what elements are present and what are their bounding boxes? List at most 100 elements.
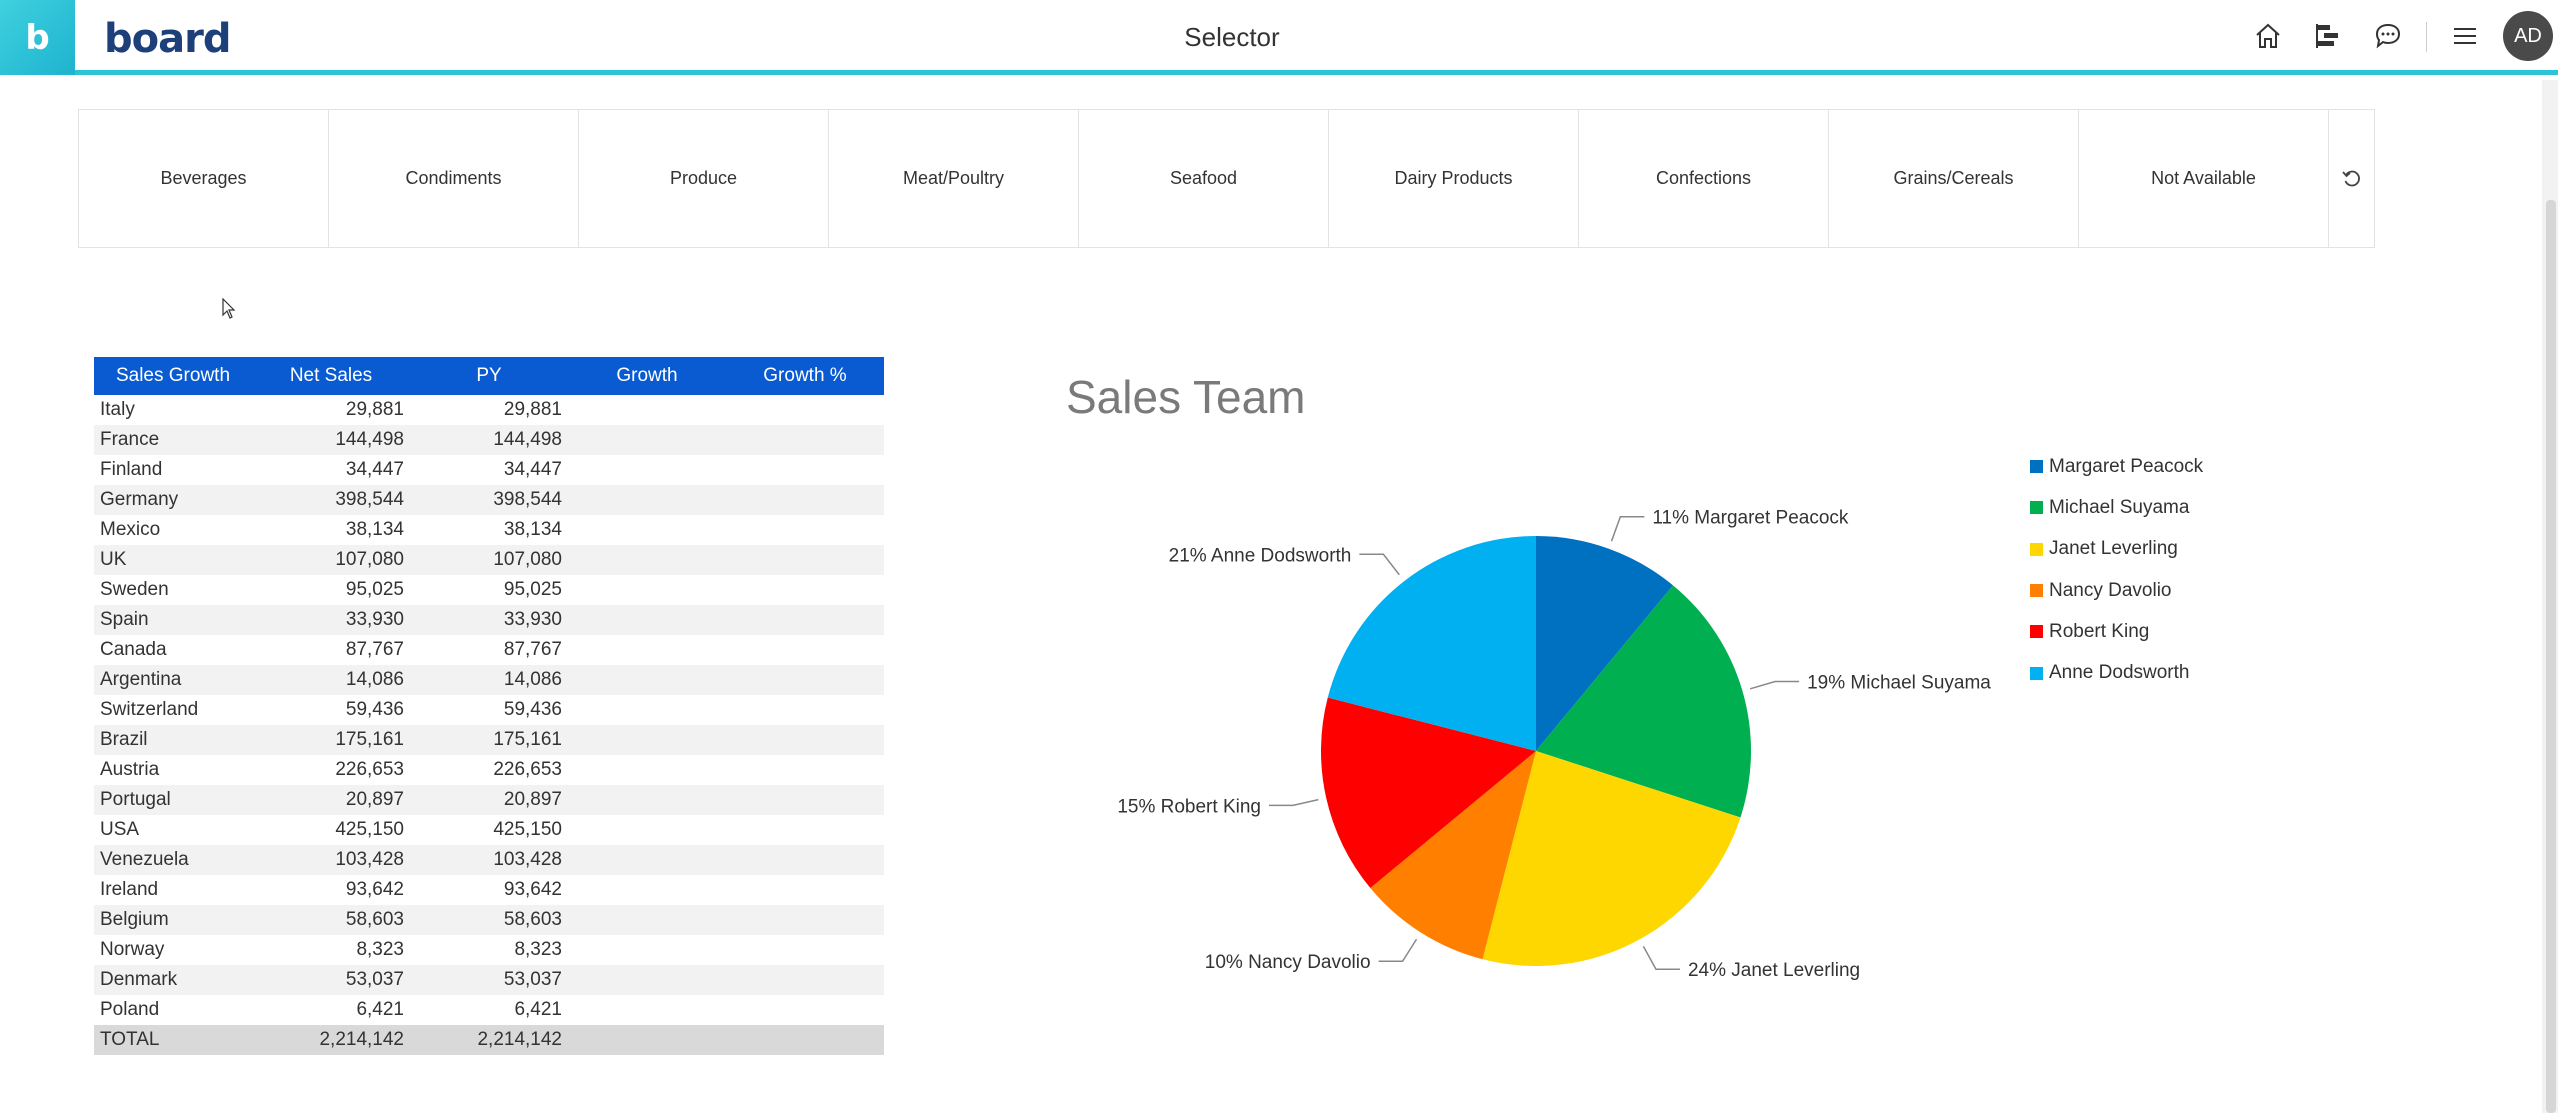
pie-data-label: 19% Michael Suyama	[1807, 673, 1991, 694]
cell-country: Italy	[100, 399, 135, 420]
board-logo: board	[104, 16, 231, 62]
legend-item[interactable]: Janet Leverling	[2030, 529, 2203, 570]
pie-slice-michael-suyama[interactable]	[1536, 585, 1751, 818]
legend-item[interactable]: Nancy Davolio	[2030, 570, 2203, 611]
legend-item[interactable]: Michael Suyama	[2030, 487, 2203, 528]
cell-country: Venezuela	[94, 845, 252, 875]
layout-icon[interactable]	[2311, 19, 2345, 53]
reset-icon	[2341, 170, 2360, 186]
table-row[interactable]: Poland 6,421 6,421	[94, 995, 884, 1025]
legend-swatch	[2030, 584, 2043, 598]
selector-item-grains-cereals[interactable]: Grains/Cereals	[1829, 110, 2079, 247]
table-row[interactable]: Italy 29,881 29,881	[94, 395, 884, 425]
table-row[interactable]: UK 107,080 107,080	[94, 545, 884, 575]
cell-country: France	[94, 425, 252, 455]
chat-icon[interactable]	[2371, 19, 2405, 53]
legend-label: Anne Dodsworth	[2049, 662, 2190, 684]
scrollbar-thumb[interactable]	[2546, 200, 2556, 1113]
table-row[interactable]: Ireland 93,642 93,642	[94, 875, 884, 905]
cell-country: Argentina	[94, 665, 252, 695]
table-row[interactable]: Argentina 14,086 14,086	[94, 665, 884, 695]
selector-item-seafood[interactable]: Seafood	[1079, 110, 1329, 247]
cell-net-sales: 33,930	[252, 605, 410, 635]
column-header-growth[interactable]: Growth	[568, 357, 726, 395]
cell-py: 107,080	[410, 545, 568, 575]
cell-py: 59,436	[503, 699, 562, 720]
table-row[interactable]: Finland 34,447 34,447	[94, 455, 884, 485]
table-row[interactable]: Spain 33,930 33,930	[94, 605, 884, 635]
pie-slice-margaret-peacock[interactable]	[1536, 536, 1674, 751]
column-header-growth-pct[interactable]: Growth %	[726, 357, 884, 395]
selector-item-condiments[interactable]: Condiments	[329, 110, 579, 247]
selector-item-meat-poultry[interactable]: Meat/Poultry	[829, 110, 1079, 247]
cell-growth	[568, 665, 726, 695]
legend-item[interactable]: Anne Dodsworth	[2030, 652, 2203, 693]
menu-icon[interactable]	[2448, 19, 2482, 53]
table-row[interactable]: Denmark 53,037 53,037	[94, 965, 884, 995]
reset-button[interactable]	[2329, 110, 2374, 247]
table-row[interactable]: Switzerland 59,436 59,436	[94, 695, 884, 725]
legend-swatch	[2030, 460, 2043, 474]
pie-slice-janet-leverling[interactable]	[1482, 751, 1741, 966]
cell-py: 95,025	[503, 579, 562, 600]
cell-growth-pct	[726, 605, 884, 635]
table-row[interactable]: Germany 398,544 398,544	[94, 485, 884, 515]
total-net-sales: 2,214,142	[252, 1025, 410, 1055]
home-icon[interactable]	[2251, 19, 2285, 53]
legend-swatch	[2030, 666, 2043, 680]
cell-py: 29,881	[503, 399, 562, 420]
table-row[interactable]: Belgium 58,603 58,603	[94, 905, 884, 935]
table-row[interactable]: Austria 226,653 226,653	[94, 755, 884, 785]
cell-growth	[568, 485, 726, 515]
brand-letter: b	[25, 17, 50, 58]
category-selector: Beverages Condiments Produce Meat/Poultr…	[78, 109, 2375, 248]
cell-py: 6,421	[514, 999, 562, 1020]
selector-item-not-available[interactable]: Not Available	[2079, 110, 2329, 247]
cell-country: Canada	[100, 639, 167, 660]
cell-country: Norway	[100, 939, 165, 960]
selector-item-confections[interactable]: Confections	[1579, 110, 1829, 247]
cell-py: 20,897	[410, 785, 568, 815]
pie-slice-anne-dodsworth[interactable]	[1327, 536, 1536, 751]
cell-py: 38,134	[503, 519, 562, 540]
cell-py: 14,086	[410, 665, 568, 695]
cell-net-sales: 398,544	[252, 485, 410, 515]
table-row[interactable]: USA 425,150 425,150	[94, 815, 884, 845]
selector-item-dairy-products[interactable]: Dairy Products	[1329, 110, 1579, 247]
column-header-py[interactable]: PY	[410, 357, 568, 395]
column-header-sales-growth[interactable]: Sales Growth	[94, 357, 252, 395]
legend-label: Margaret Peacock	[2049, 455, 2204, 477]
selector-item-produce[interactable]: Produce	[579, 110, 829, 247]
cell-net-sales: 87,767	[345, 639, 404, 660]
header-separator	[2426, 22, 2427, 52]
cell-growth-pct	[726, 665, 884, 695]
cell-growth	[568, 725, 726, 755]
table-row[interactable]: Mexico 38,134 38,134	[94, 515, 884, 545]
legend-item[interactable]: Margaret Peacock	[2030, 446, 2203, 487]
pie-slice-nancy-davolio[interactable]	[1370, 751, 1536, 960]
cell-country: Switzerland	[100, 699, 199, 720]
table-row[interactable]: Portugal 20,897 20,897	[94, 785, 884, 815]
total-growth	[568, 1025, 726, 1055]
legend-item[interactable]: Robert King	[2030, 611, 2203, 652]
brand-tile[interactable]: b	[0, 0, 75, 75]
table-row[interactable]: Brazil 175,161 175,161	[94, 725, 884, 755]
pie-slice-robert-king[interactable]	[1321, 697, 1536, 889]
column-header-net-sales[interactable]: Net Sales	[252, 357, 410, 395]
table-row[interactable]: Norway 8,323 8,323	[94, 935, 884, 965]
cell-growth	[568, 545, 726, 575]
table-row[interactable]: Venezuela 103,428 103,428	[94, 845, 884, 875]
cell-py: 87,767	[503, 639, 562, 660]
cell-country: Mexico	[100, 519, 161, 540]
cell-country: Portugal	[94, 785, 252, 815]
cell-py: 53,037	[410, 965, 568, 995]
table-row[interactable]: Sweden 95,025 95,025	[94, 575, 884, 605]
legend-label: Michael Suyama	[2049, 496, 2190, 518]
table-row[interactable]: France 144,498 144,498	[94, 425, 884, 455]
cell-net-sales: 6,421	[356, 999, 404, 1020]
cell-country: Belgium	[94, 905, 252, 935]
cell-country: Brazil	[94, 725, 252, 755]
selector-item-beverages[interactable]: Beverages	[79, 110, 329, 247]
table-row[interactable]: Canada 87,767 87,767	[94, 635, 884, 665]
avatar[interactable]: AD	[2503, 11, 2553, 61]
